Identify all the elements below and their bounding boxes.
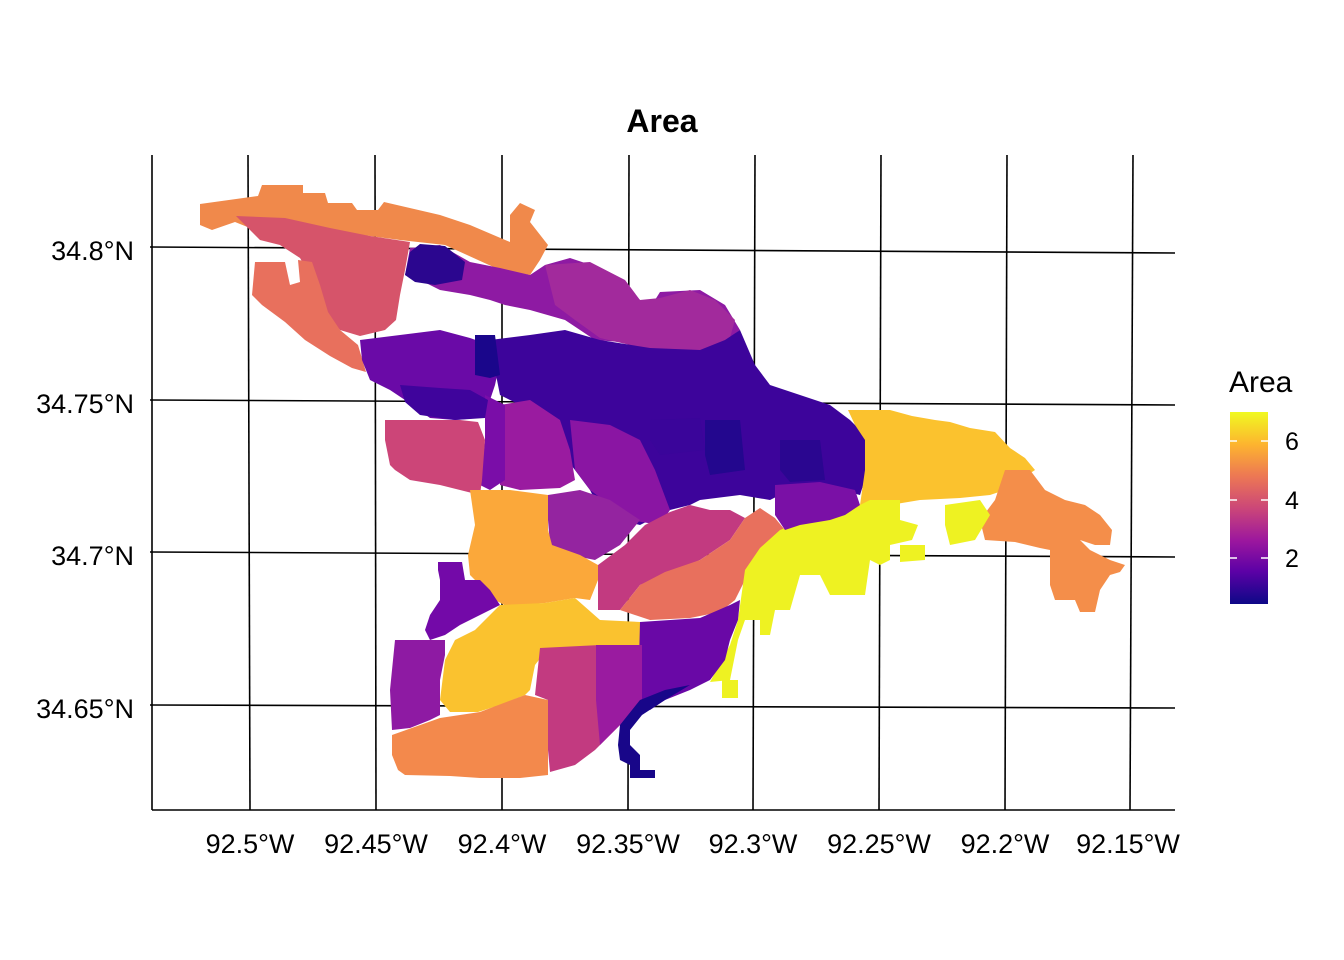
tract-east-yellow-4 <box>722 680 738 698</box>
tract-south-central-salmon <box>620 508 785 620</box>
x-tick-label: 92.2°W <box>961 829 1050 859</box>
tract-southwest-purple <box>390 640 445 730</box>
x-tick-label: 92.3°W <box>709 829 798 859</box>
x-tick-label: 92.25°W <box>827 829 931 859</box>
tract-west-pink <box>385 420 485 495</box>
legend-label: 2 <box>1285 545 1299 573</box>
x-tick-label: 92.35°W <box>576 829 680 859</box>
legend: Area 6 4 2 <box>1229 366 1299 604</box>
tract-northwest <box>236 216 410 336</box>
tract-dark-nw <box>405 244 465 285</box>
meridian-92-15 <box>1129 154 1134 811</box>
y-tick-label: 34.75°N <box>36 389 134 419</box>
tract-mid-violet <box>480 395 505 490</box>
legend-label: 6 <box>1285 428 1299 456</box>
tract-orange-central <box>468 490 598 608</box>
tract-core-dark-3 <box>780 440 825 482</box>
tract-east-yellow-2 <box>945 500 990 545</box>
x-tick-label: 92.45°W <box>324 829 428 859</box>
tract-northeast <box>545 262 735 355</box>
y-tick-label: 34.7°N <box>51 541 134 571</box>
tract-mid-purple <box>570 420 670 525</box>
map-title: Area <box>626 103 697 139</box>
tract-east-yellow-3 <box>900 545 925 562</box>
x-tick-label: 92.5°W <box>206 829 295 859</box>
tract-south-dark-spur <box>618 685 690 778</box>
tract-east-yellow-orange <box>848 410 1035 512</box>
x-axis: 92.5°W 92.45°W 92.4°W 92.35°W 92.3°W 92.… <box>206 829 1181 859</box>
tract-south-orange <box>392 695 548 778</box>
tract-core-dark-1 <box>475 335 500 378</box>
tract-southwest-violet <box>425 562 500 640</box>
tract-north-fringe <box>200 185 548 275</box>
tract-south-violet <box>638 600 740 710</box>
x-tick-label: 92.15°W <box>1076 829 1180 859</box>
tract-core-dark-4 <box>650 418 705 455</box>
y-tick-label: 34.8°N <box>51 236 134 266</box>
tract-east-purple <box>775 482 860 530</box>
tract-layer <box>200 185 1125 778</box>
tract-dark-central-west <box>400 385 488 420</box>
legend-title: Area <box>1229 366 1293 399</box>
meridian-92-50 <box>247 154 251 811</box>
tract-far-east-orange <box>980 470 1125 612</box>
tract-core-dark-2 <box>705 420 745 475</box>
legend-label: 4 <box>1285 487 1299 515</box>
tract-west <box>252 260 366 372</box>
tract-east-yellow-1 <box>710 500 918 682</box>
tract-mid-magenta <box>500 400 575 490</box>
parallel-34-65 <box>149 704 1176 709</box>
tract-south-central-pink <box>598 505 745 610</box>
tract-mid-purple-2 <box>548 490 640 560</box>
tract-south-violet-2 <box>596 645 642 745</box>
y-tick-label: 34.65°N <box>36 694 134 724</box>
y-axis: 34.8°N 34.75°N 34.7°N 34.65°N <box>36 236 134 724</box>
legend-colorbar <box>1230 412 1268 604</box>
x-tick-label: 92.4°W <box>458 829 547 859</box>
